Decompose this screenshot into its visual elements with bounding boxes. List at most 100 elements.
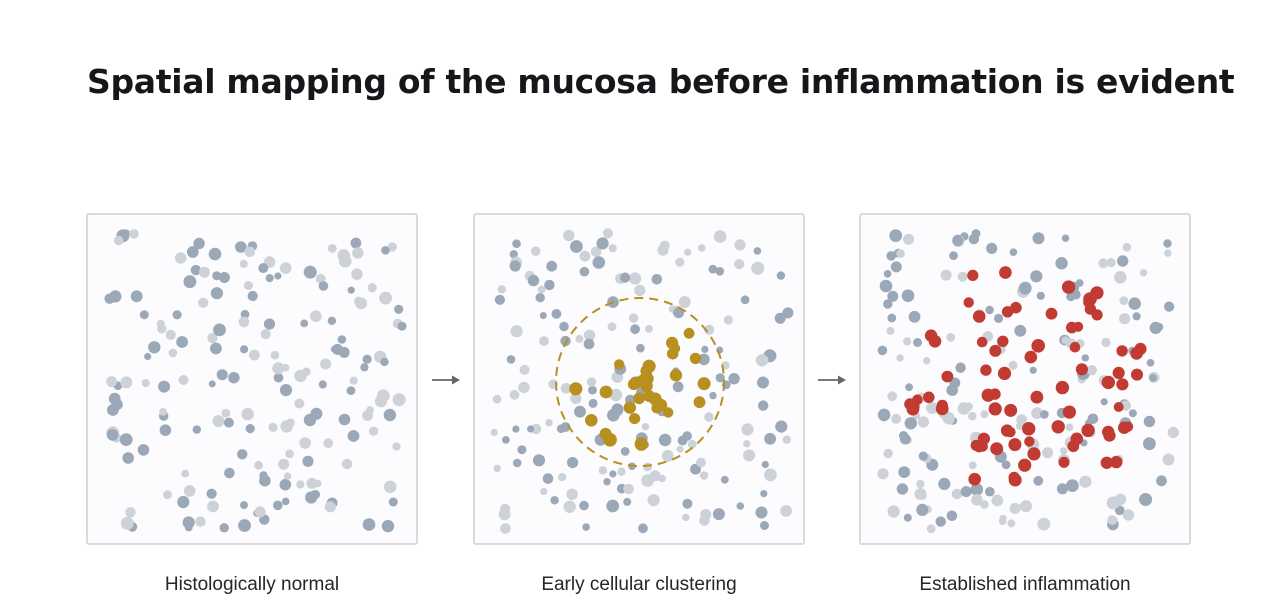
inflamed-cell xyxy=(928,335,942,348)
normal-cell xyxy=(172,310,182,320)
normal-cell xyxy=(896,354,904,362)
normal-cell xyxy=(949,251,958,261)
clustering-cell xyxy=(669,369,683,382)
normal-cell xyxy=(883,270,892,278)
normal-cell xyxy=(1042,447,1054,459)
normal-cell xyxy=(1164,249,1172,257)
normal-cell xyxy=(598,466,608,475)
clustering-cell xyxy=(603,433,617,447)
clustering-cell xyxy=(614,359,625,370)
normal-cell xyxy=(383,408,397,422)
normal-cell xyxy=(890,261,902,273)
normal-cell xyxy=(530,423,542,435)
normal-cell xyxy=(563,229,575,242)
normal-cell xyxy=(657,244,669,256)
normal-cell xyxy=(1087,413,1099,425)
normal-cell xyxy=(757,376,769,389)
cell-scatter xyxy=(877,229,1179,534)
normal-cell xyxy=(734,239,746,251)
normal-cell xyxy=(1149,374,1157,382)
normal-cell xyxy=(563,500,576,513)
normal-cell xyxy=(1122,509,1135,521)
normal-cell xyxy=(1066,479,1079,492)
clustering-cell xyxy=(670,343,681,354)
normal-cell xyxy=(527,274,540,287)
normal-cell xyxy=(113,235,124,246)
normal-cell xyxy=(387,242,397,252)
normal-cell xyxy=(764,432,776,445)
normal-cell xyxy=(574,405,586,418)
normal-cell xyxy=(701,345,709,353)
normal-cell xyxy=(649,470,661,482)
normal-cell xyxy=(1156,475,1167,487)
right-arrow-icon xyxy=(818,375,846,385)
normal-cell xyxy=(741,423,754,436)
normal-cell xyxy=(517,445,527,455)
normal-cell xyxy=(490,428,498,436)
normal-cell xyxy=(630,324,640,335)
normal-cell xyxy=(244,281,253,290)
normal-cell xyxy=(682,498,693,509)
normal-cell xyxy=(380,357,389,367)
normal-cell xyxy=(221,408,231,418)
normal-cell xyxy=(641,423,650,431)
normal-cell xyxy=(104,293,115,304)
inflamed-cell xyxy=(1004,403,1018,417)
normal-cell xyxy=(758,400,769,411)
normal-cell xyxy=(241,407,254,421)
clustering-cell xyxy=(654,398,668,412)
normal-cell xyxy=(546,260,558,272)
normal-cell xyxy=(567,457,579,469)
normal-cell xyxy=(218,272,230,283)
normal-cell xyxy=(955,362,966,373)
normal-cell xyxy=(280,420,293,433)
normal-cell xyxy=(1100,398,1108,406)
normal-cell xyxy=(310,407,323,420)
caption-early-clustering: Early cellular clustering xyxy=(541,574,737,595)
normal-cell xyxy=(606,499,620,513)
normal-cell xyxy=(715,373,725,383)
normal-cell xyxy=(492,394,502,404)
normal-cell xyxy=(682,513,690,522)
normal-cell xyxy=(991,494,1004,507)
inflamed-cell xyxy=(997,335,1009,347)
normal-cell xyxy=(1128,409,1137,418)
inflamed-cell xyxy=(1008,471,1020,484)
normal-cell xyxy=(760,490,768,498)
normal-cell xyxy=(283,472,292,480)
normal-cell xyxy=(268,422,278,432)
normal-cell xyxy=(228,372,240,384)
normal-cell xyxy=(347,286,355,294)
normal-cell xyxy=(588,398,598,408)
normal-cell xyxy=(178,375,189,385)
normal-cell xyxy=(968,461,977,470)
normal-cell xyxy=(122,452,134,464)
normal-cell xyxy=(761,460,769,469)
normal-cell xyxy=(510,325,523,338)
normal-cell xyxy=(698,353,710,366)
page-title: Spatial mapping of the mucosa before inf… xyxy=(87,62,1235,101)
normal-cell xyxy=(263,318,276,330)
normal-cell xyxy=(1163,239,1172,248)
inflamed-cell xyxy=(1081,423,1095,438)
normal-cell xyxy=(628,313,639,323)
normal-cell xyxy=(539,312,547,319)
normal-cell xyxy=(240,501,248,510)
normal-cell xyxy=(279,384,293,397)
normal-cell xyxy=(235,241,247,253)
clustering-cell xyxy=(629,413,641,425)
normal-cell xyxy=(310,489,320,500)
normal-cell xyxy=(254,460,263,470)
normal-cell xyxy=(207,500,219,513)
normal-cell xyxy=(1015,422,1024,430)
normal-cell xyxy=(362,518,376,531)
normal-cell xyxy=(550,496,559,505)
normal-cell xyxy=(901,289,915,302)
normal-cell xyxy=(949,377,961,389)
normal-cell xyxy=(918,491,927,500)
clustering-cell xyxy=(569,382,583,396)
normal-cell xyxy=(560,335,571,347)
inflamed-cell xyxy=(1112,366,1125,379)
normal-cell xyxy=(368,426,379,436)
normal-cell xyxy=(968,233,980,245)
